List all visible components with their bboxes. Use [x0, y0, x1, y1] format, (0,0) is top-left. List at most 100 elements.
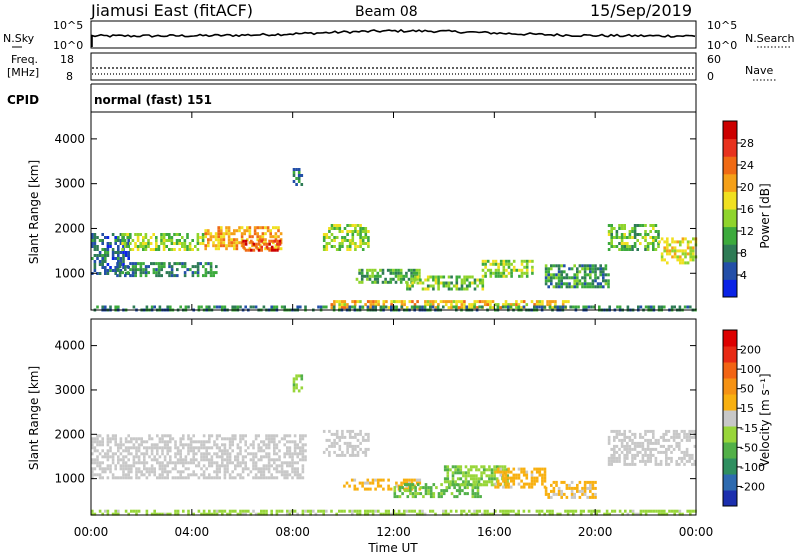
power-cell	[686, 246, 690, 250]
velocity-cell	[226, 467, 229, 471]
velocity-cell	[106, 455, 110, 459]
power-cell	[560, 279, 563, 283]
power-cell	[373, 274, 377, 278]
power-cell	[209, 265, 213, 269]
velocity-cell	[615, 429, 619, 433]
power-cell	[215, 265, 218, 269]
velocity-cell	[228, 440, 232, 444]
power-cell	[184, 305, 188, 309]
velocity-cell	[109, 470, 112, 474]
power-cell	[481, 287, 485, 291]
velocity-cell	[104, 455, 107, 459]
power-cell	[489, 271, 493, 275]
velocity-cell	[210, 476, 214, 480]
power-cell	[118, 271, 122, 275]
power-cell	[520, 274, 524, 278]
power-cell	[538, 303, 542, 307]
velocity-cell	[411, 483, 415, 487]
velocity-cell	[573, 492, 576, 496]
power-cell	[586, 285, 589, 289]
velocity-cell	[262, 512, 266, 516]
power-cell	[613, 236, 616, 239]
power-cell	[581, 264, 584, 268]
velocity-cell	[184, 461, 188, 465]
velocity-cell	[187, 512, 190, 516]
velocity-cell	[210, 446, 214, 450]
power-cell	[330, 224, 334, 227]
velocity-cell	[169, 512, 172, 516]
velocity-cell	[670, 509, 674, 513]
power-cell	[509, 305, 513, 309]
power-cell	[618, 236, 621, 239]
power-cell	[131, 271, 135, 275]
velocity-cell	[195, 446, 198, 450]
velocity-cell	[450, 492, 454, 496]
power-cell	[382, 305, 385, 309]
velocity-cell	[618, 453, 621, 457]
velocity-cell	[221, 512, 224, 516]
velocity-cell	[506, 474, 509, 478]
velocity-cell	[504, 509, 507, 513]
power-cell	[543, 305, 546, 309]
power-cell	[618, 248, 621, 251]
velocity-cell	[466, 486, 469, 490]
power-cell	[209, 235, 213, 239]
power-cell	[463, 278, 466, 282]
velocity-cell	[176, 509, 180, 513]
velocity-cell	[660, 509, 663, 513]
power-cell	[573, 273, 576, 277]
velocity-cell	[288, 509, 292, 513]
power-cell	[410, 274, 413, 278]
velocity-cell	[158, 455, 162, 459]
velocity-cell	[403, 512, 406, 516]
velocity-cell	[374, 478, 377, 482]
power-cell	[341, 239, 344, 242]
velocity-cell	[109, 467, 112, 471]
power-cell	[359, 239, 362, 242]
power-cell	[225, 247, 228, 251]
velocity-cell	[395, 512, 398, 516]
velocity-cell	[636, 444, 639, 448]
velocity-cell	[626, 462, 629, 466]
velocity-cell	[649, 438, 652, 442]
velocity-cell	[299, 458, 302, 462]
velocity-cell	[124, 467, 128, 471]
power-cell	[274, 232, 278, 236]
velocity-cell	[200, 458, 203, 462]
power-cell	[576, 285, 579, 289]
power-cell	[343, 227, 347, 230]
power-cell	[395, 300, 399, 304]
power-cell	[283, 305, 286, 309]
power-cell	[325, 245, 329, 248]
colorbar-tick-label: 20	[740, 181, 754, 194]
power-cell	[489, 268, 493, 272]
power-cell	[116, 274, 119, 278]
power-cell	[276, 242, 279, 246]
velocity-cell	[291, 440, 294, 444]
velocity-cell	[127, 452, 130, 456]
velocity-cell	[442, 489, 446, 493]
velocity-cell	[176, 452, 180, 456]
power-cell	[170, 271, 174, 275]
power-cell	[577, 305, 580, 309]
power-cell	[367, 242, 370, 245]
velocity-cell	[174, 467, 177, 471]
power-cell	[109, 266, 112, 269]
velocity-cell	[262, 455, 266, 459]
velocity-cell	[361, 481, 364, 485]
power-cell	[394, 268, 398, 272]
power-cell	[450, 303, 453, 307]
power-cell	[325, 233, 329, 236]
velocity-cell	[387, 512, 390, 516]
velocity-cell	[535, 509, 539, 513]
velocity-cell	[114, 476, 117, 480]
velocity-cell	[187, 446, 190, 450]
velocity-cell	[109, 440, 112, 444]
velocity-cell	[356, 453, 360, 457]
velocity-cell	[288, 455, 292, 459]
power-cell	[162, 248, 166, 251]
velocity-cell	[400, 512, 403, 516]
power-cell	[657, 233, 660, 236]
power-cell	[261, 226, 265, 230]
power-cell	[481, 281, 485, 285]
